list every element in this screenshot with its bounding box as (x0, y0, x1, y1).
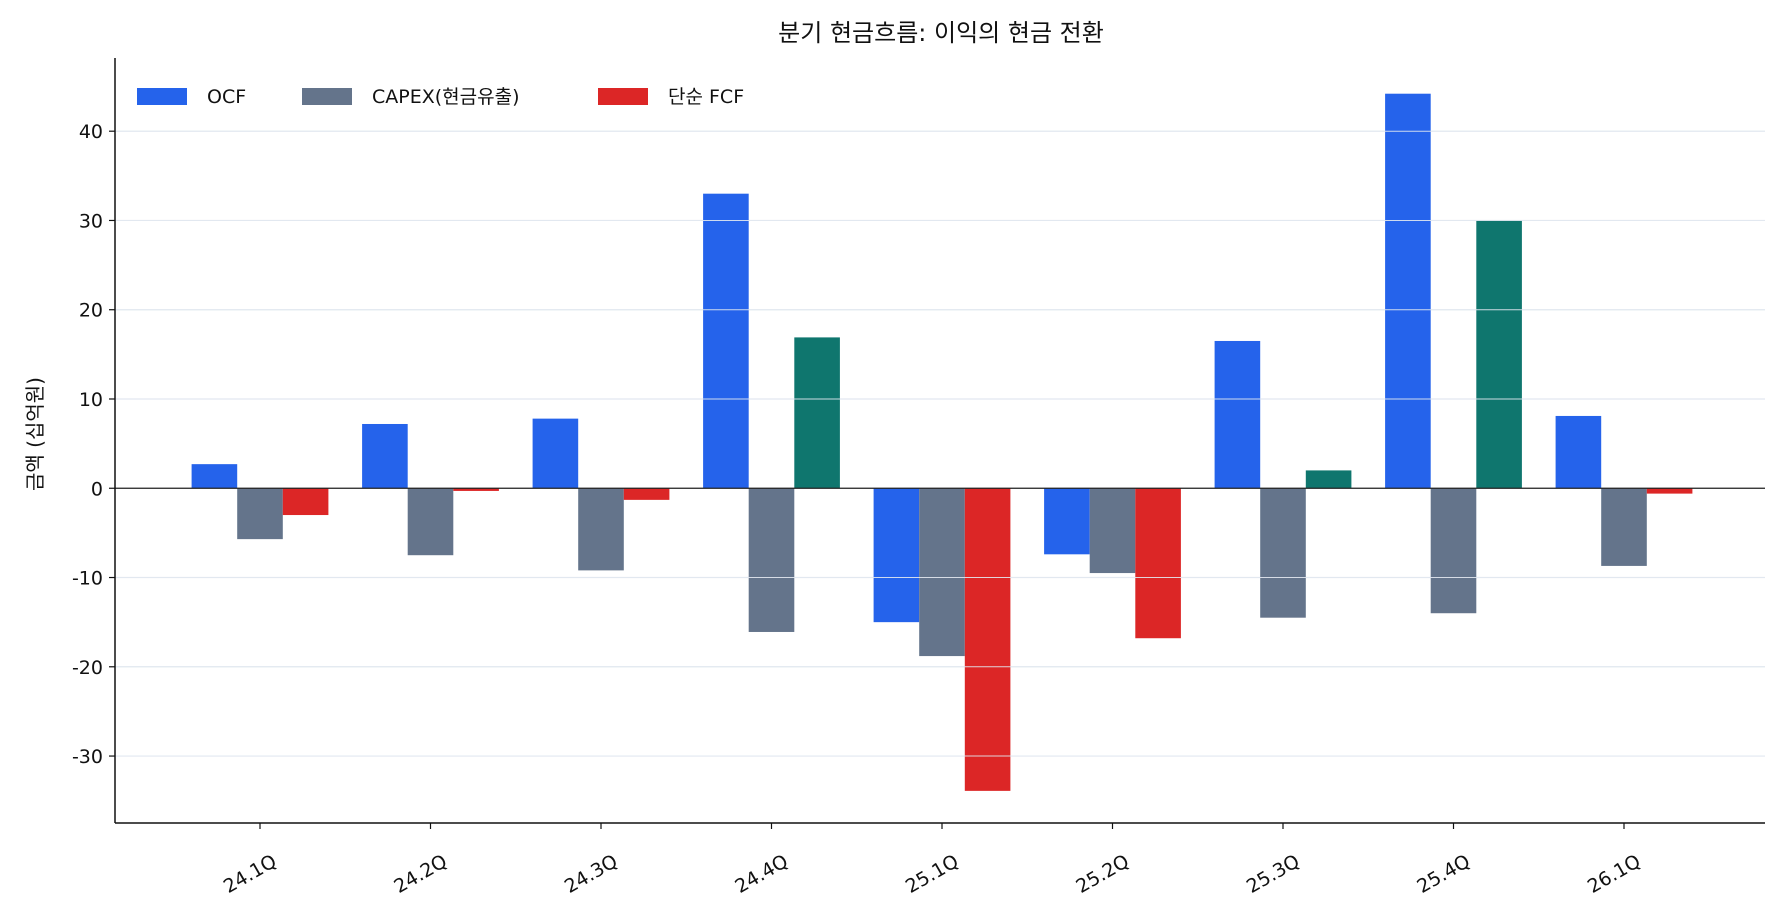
y-tick-label: 40 (79, 121, 103, 143)
bar (407, 488, 454, 556)
bar (794, 337, 840, 489)
bar (1260, 488, 1306, 618)
y-ticks: -30 -20 -10 0 10 20 30 40 (72, 121, 115, 768)
y-tick-label: -10 (72, 568, 103, 590)
x-tick-label: 25.2Q (1072, 850, 1133, 898)
bar (237, 488, 283, 540)
x-tick-label: 26.1Q (1584, 850, 1645, 898)
bar (873, 488, 920, 623)
legend-swatch (137, 88, 187, 105)
bar (623, 488, 670, 500)
x-tick-label: 24.4Q (731, 850, 792, 898)
x-tick-label: 24.3Q (561, 850, 622, 898)
bar (748, 488, 795, 632)
bar (578, 488, 624, 571)
y-tick-label: -20 (72, 657, 103, 679)
legend-swatch (598, 88, 648, 105)
axes (114, 58, 1765, 824)
x-tick-label: 25.4Q (1413, 850, 1474, 898)
bar (453, 488, 499, 491)
chart-title: 분기 현금흐름: 이익의 현금 전환 (778, 19, 1104, 47)
legend-label: OCF (207, 86, 246, 108)
bar (532, 418, 579, 489)
bar (1646, 488, 1693, 494)
y-tick-label: -30 (72, 746, 103, 768)
bar (1135, 488, 1181, 639)
x-tick-label: 25.1Q (902, 850, 963, 898)
bar (1089, 488, 1136, 574)
legend-label: 단순 FCF (668, 86, 744, 108)
bar (964, 488, 1011, 791)
bar (1476, 220, 1522, 489)
bar (1555, 415, 1602, 489)
bar (1044, 488, 1090, 555)
bar (191, 464, 238, 489)
bar (362, 423, 408, 489)
x-tick-label: 24.2Q (390, 850, 451, 898)
y-tick-label: 20 (79, 300, 103, 322)
y-tick-label: 0 (91, 478, 103, 500)
bars (191, 93, 1693, 791)
bar (919, 488, 965, 657)
bar (1305, 470, 1352, 489)
bar (1430, 488, 1477, 614)
y-axis-title: 금액 (십억원) (23, 377, 47, 491)
legend: OCF CAPEX(현금유출) 단순 FCF (137, 86, 744, 108)
bar (1601, 488, 1647, 566)
bar (1385, 93, 1431, 489)
y-tick-label: 30 (79, 210, 103, 232)
x-tick-label: 24.1Q (220, 850, 281, 898)
bar (1214, 340, 1261, 489)
x-ticks: 24.1Q 24.2Q 24.3Q 24.4Q 25.1Q 25.2Q 25.3Q 25.4Q… (220, 823, 1645, 898)
y-tick-label: 10 (79, 389, 103, 411)
legend-swatch (302, 88, 352, 105)
bar (282, 488, 329, 516)
bar (703, 193, 749, 489)
legend-label: CAPEX(현금유출) (372, 86, 520, 108)
x-tick-label: 25.3Q (1243, 850, 1304, 898)
